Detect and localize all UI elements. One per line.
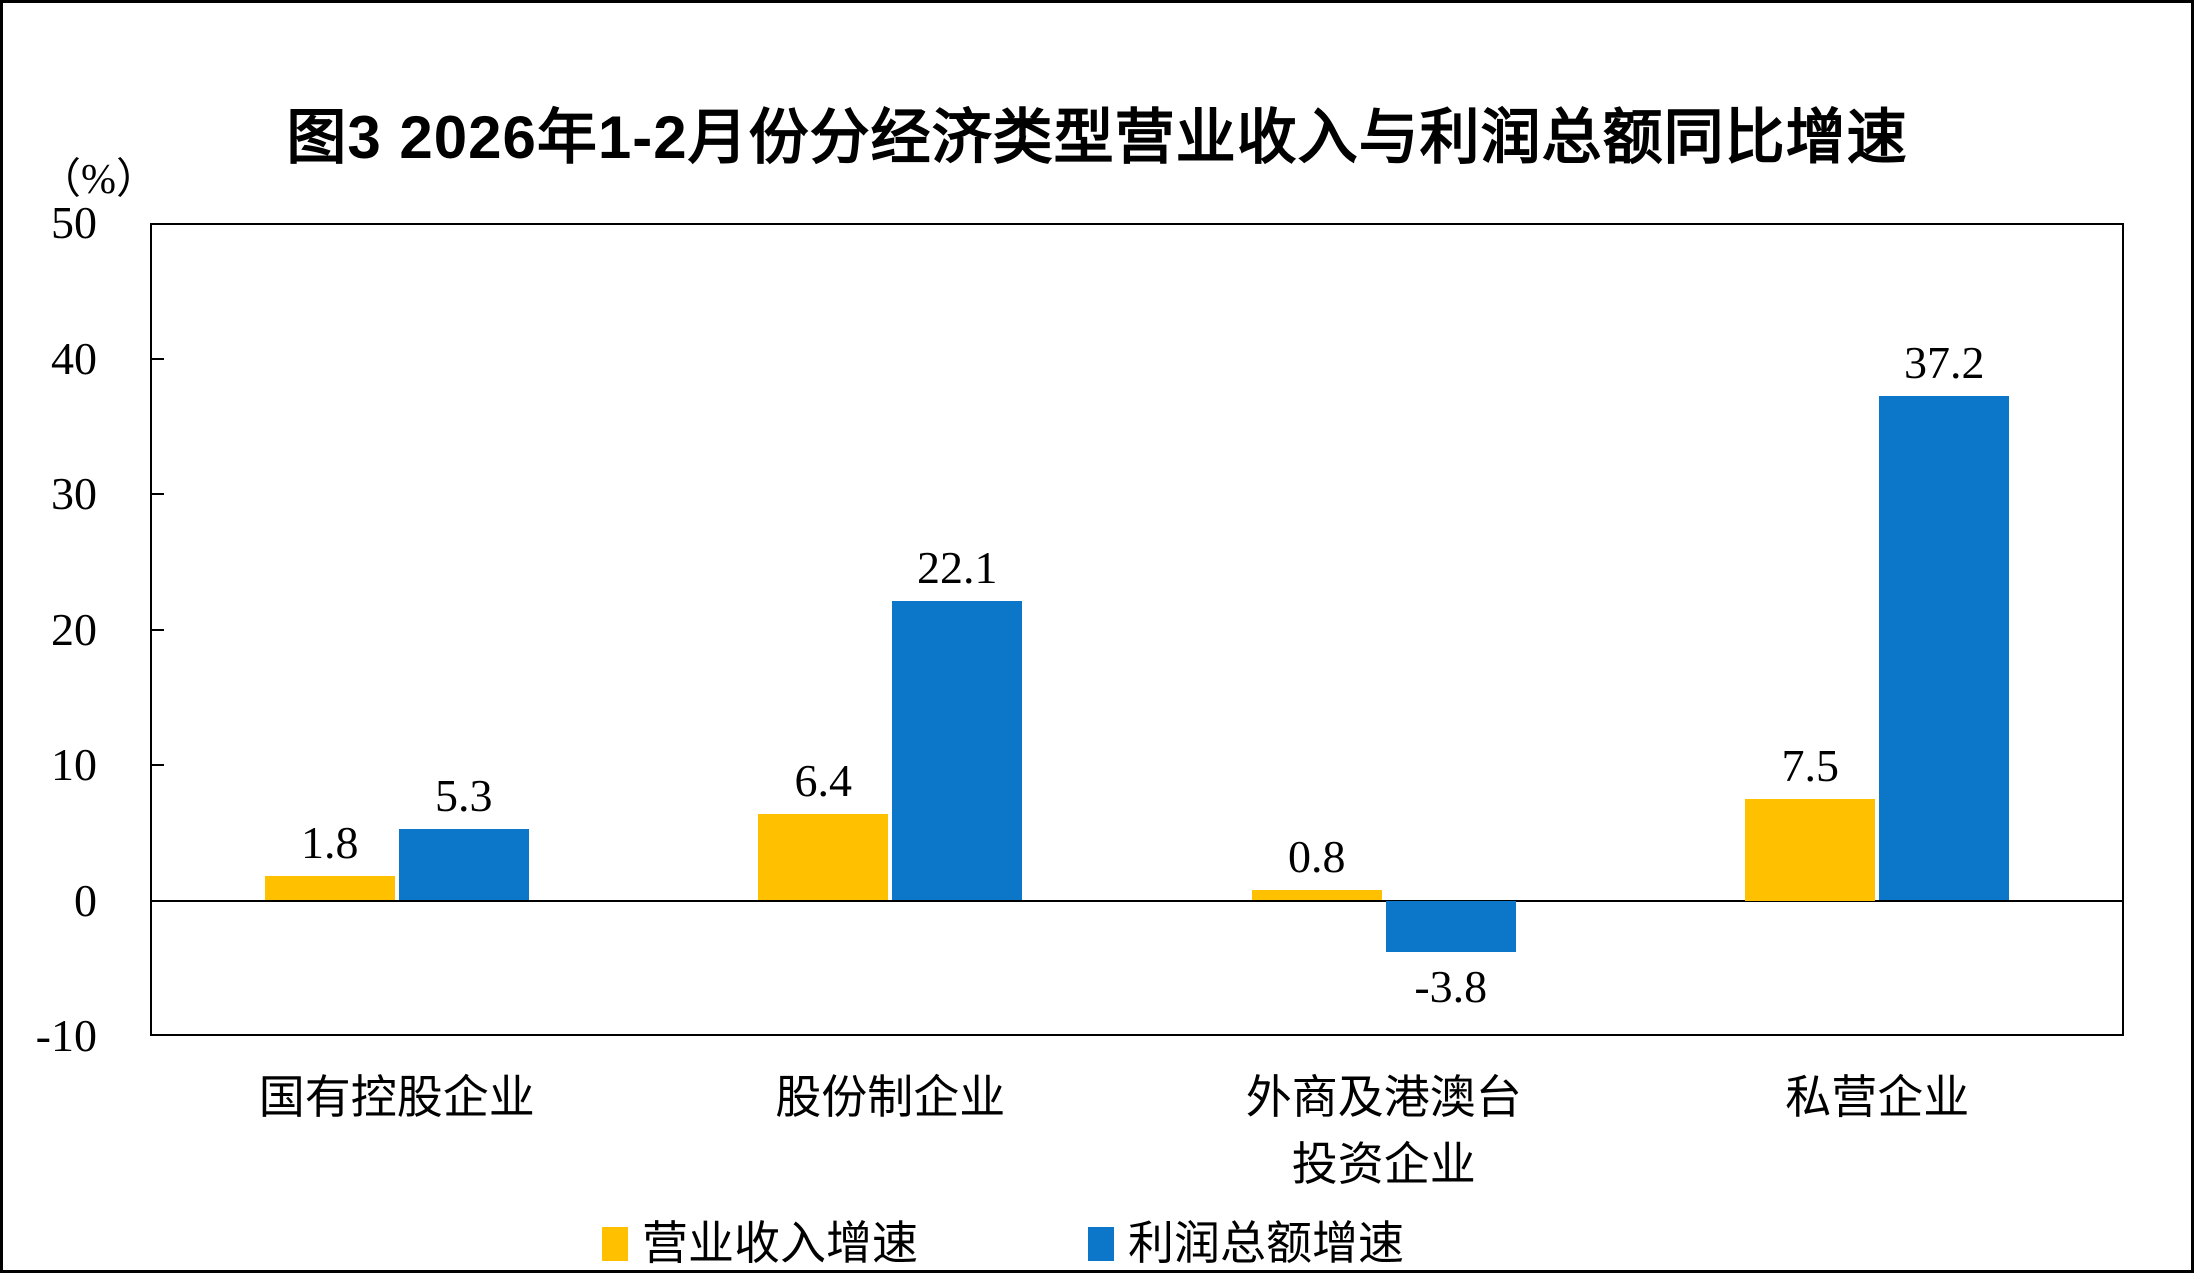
y-tick-label: -10 <box>35 1010 97 1061</box>
legend-swatch-icon <box>1088 1227 1114 1261</box>
bar-营业收入增速-3 <box>1251 889 1382 901</box>
bar-利润总额增速-2 <box>892 601 1023 901</box>
bar-value-label: 7.5 <box>1781 739 1840 791</box>
y-tick-label: 20 <box>51 603 97 655</box>
bar-value-label: 1.8 <box>301 817 359 869</box>
y-axis-unit-label: （%） <box>39 157 158 203</box>
category-label: 国有控股企业 <box>258 1072 535 1123</box>
zero-baseline <box>150 899 2124 902</box>
y-tick-mark <box>150 628 164 631</box>
y-tick-label: 50 <box>51 197 97 248</box>
chart-title: 图3 2026年1-2月份分经济类型营业收入与利润总额同比增速 <box>286 104 1908 171</box>
legend-swatch-icon <box>602 1227 628 1261</box>
bar-营业收入增速-2 <box>758 813 889 901</box>
bar-营业收入增速-4 <box>1745 798 1876 901</box>
bar-利润总额增速-3 <box>1385 900 1516 952</box>
bar-value-label: 37.2 <box>1904 337 1985 389</box>
y-tick-mark <box>150 764 164 766</box>
bar-利润总额增速-1 <box>398 828 529 901</box>
y-tick-label: 30 <box>51 468 97 519</box>
bar-value-label: -3.8 <box>1414 960 1488 1012</box>
y-tick-mark <box>150 357 164 360</box>
bar-营业收入增速-1 <box>264 876 395 901</box>
plot-area-frame <box>150 223 2124 1036</box>
category-label: 股份制企业 <box>775 1072 1006 1123</box>
y-tick-mark <box>150 493 164 495</box>
category-label: 私营企业 <box>1785 1072 1970 1123</box>
legend-item-营业收入增速: 营业收入增速 <box>602 1219 918 1269</box>
bar-value-label: 6.4 <box>794 754 853 806</box>
y-tick-label: 10 <box>51 739 97 790</box>
bar-利润总额增速-4 <box>1879 396 2010 901</box>
y-tick-label: 0 <box>74 874 97 926</box>
legend-label: 利润总额增速 <box>1128 1218 1404 1269</box>
bar-value-label: 0.8 <box>1288 830 1346 882</box>
y-tick-label: 40 <box>51 332 97 384</box>
legend-label: 营业收入增速 <box>642 1218 918 1269</box>
category-label: 外商及港澳台 投资企业 <box>1245 1072 1522 1190</box>
legend: 营业收入增速 利润总额增速 <box>3 1219 2003 1269</box>
legend-item-利润总额增速: 利润总额增速 <box>1088 1219 1404 1269</box>
bar-value-label: 22.1 <box>917 542 998 594</box>
bar-value-label: 5.3 <box>435 769 493 821</box>
